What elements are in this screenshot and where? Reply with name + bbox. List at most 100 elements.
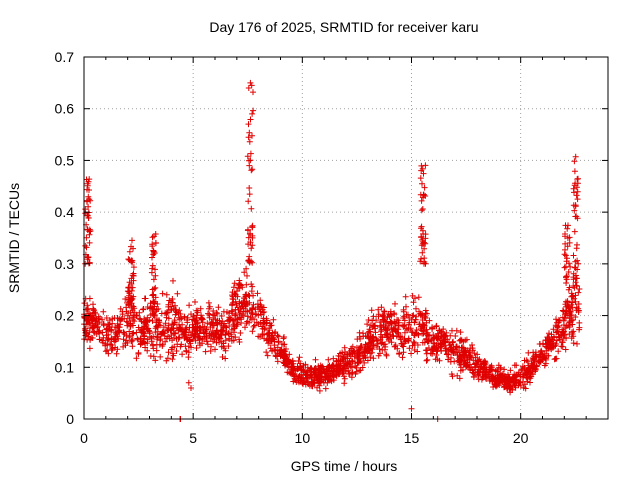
- data-point: [245, 85, 252, 91]
- data-point: [218, 327, 225, 334]
- data-point: [249, 232, 256, 239]
- data-point: [360, 353, 367, 359]
- data-point: [550, 326, 557, 333]
- data-point: [129, 343, 136, 350]
- data-point: [212, 316, 219, 323]
- data-point: [419, 339, 426, 346]
- data-point: [344, 360, 351, 367]
- data-point: [532, 367, 539, 373]
- x-tick-label: 0: [80, 430, 88, 446]
- data-point: [95, 323, 101, 330]
- x-tick-labels: 0 5 10 15 20: [80, 430, 529, 446]
- data-point: [86, 345, 93, 352]
- data-point: [349, 369, 356, 376]
- data-point: [246, 185, 253, 191]
- data-point: [241, 295, 247, 301]
- data-point: [87, 325, 93, 332]
- data-point: [364, 357, 371, 364]
- data-point: [245, 121, 252, 128]
- data-point: [420, 322, 427, 329]
- data-point: [572, 272, 579, 279]
- data-point: [82, 242, 89, 249]
- data-point: [131, 318, 138, 325]
- data-point: [236, 339, 243, 345]
- data-point: [433, 323, 440, 330]
- data-point: [394, 329, 401, 336]
- x-axis-label: GPS time / hours: [291, 458, 398, 474]
- data-point: [190, 324, 197, 331]
- data-point: [568, 335, 575, 342]
- data-point: [574, 180, 581, 187]
- data-point: [367, 322, 374, 329]
- data-point: [199, 316, 206, 323]
- data-point: [196, 324, 203, 331]
- data-point: [382, 341, 389, 348]
- data-point: [383, 318, 390, 325]
- data-point: [135, 324, 142, 331]
- y-tick-label: 0: [66, 411, 74, 427]
- data-point: [210, 338, 216, 345]
- data-point: [344, 351, 351, 358]
- data-point: [84, 212, 91, 219]
- data-point: [149, 317, 156, 324]
- data-point: [194, 334, 201, 341]
- data-point: [151, 285, 158, 292]
- data-point: [330, 373, 337, 380]
- data-point: [562, 311, 569, 318]
- data-point: [149, 254, 155, 261]
- data-point: [568, 290, 575, 297]
- data-point: [567, 318, 574, 325]
- data-point: [418, 234, 425, 241]
- data-point: [242, 324, 248, 331]
- data-point: [526, 374, 533, 380]
- data-point: [376, 346, 383, 352]
- data-point: [572, 279, 579, 286]
- data-point: [571, 158, 578, 165]
- data-point: [206, 303, 213, 310]
- data-point: [258, 303, 265, 310]
- data-point: [165, 325, 172, 332]
- data-point: [421, 315, 428, 322]
- data-point: [165, 333, 171, 340]
- data-point: [563, 280, 570, 286]
- data-point: [564, 299, 571, 306]
- data-point: [562, 233, 568, 240]
- data-point: [482, 374, 489, 381]
- data-point: [244, 313, 251, 320]
- data-point: [84, 256, 91, 263]
- data-point: [234, 315, 241, 322]
- data-point: [193, 345, 200, 351]
- data-point: [218, 320, 225, 327]
- data-point: [130, 272, 137, 279]
- data-point: [296, 379, 302, 386]
- data-point: [149, 241, 156, 248]
- data-point: [364, 321, 371, 328]
- data-point: [225, 330, 232, 337]
- data-point: [575, 307, 582, 314]
- data-point: [575, 260, 582, 267]
- data-point: [317, 373, 324, 380]
- data-point: [401, 317, 408, 324]
- data-point: [489, 372, 495, 378]
- data-point: [147, 333, 153, 340]
- data-point: [354, 354, 361, 361]
- data-point: [283, 360, 290, 367]
- data-point: [325, 356, 332, 363]
- data-point: [368, 307, 375, 314]
- data-point: [464, 356, 471, 363]
- data-point: [390, 332, 396, 339]
- data-point: [527, 373, 534, 380]
- data-point: [364, 333, 371, 340]
- data-point: [298, 375, 305, 382]
- data-point: [571, 182, 578, 189]
- data-point: [246, 293, 253, 299]
- data-point: [270, 336, 277, 343]
- data-point: [562, 346, 569, 353]
- data-point: [279, 341, 285, 347]
- data-point: [545, 335, 552, 342]
- data-point: [544, 344, 550, 351]
- data-point: [357, 367, 364, 374]
- data-point: [444, 351, 451, 357]
- data-point: [330, 355, 337, 362]
- data-point: [246, 138, 253, 145]
